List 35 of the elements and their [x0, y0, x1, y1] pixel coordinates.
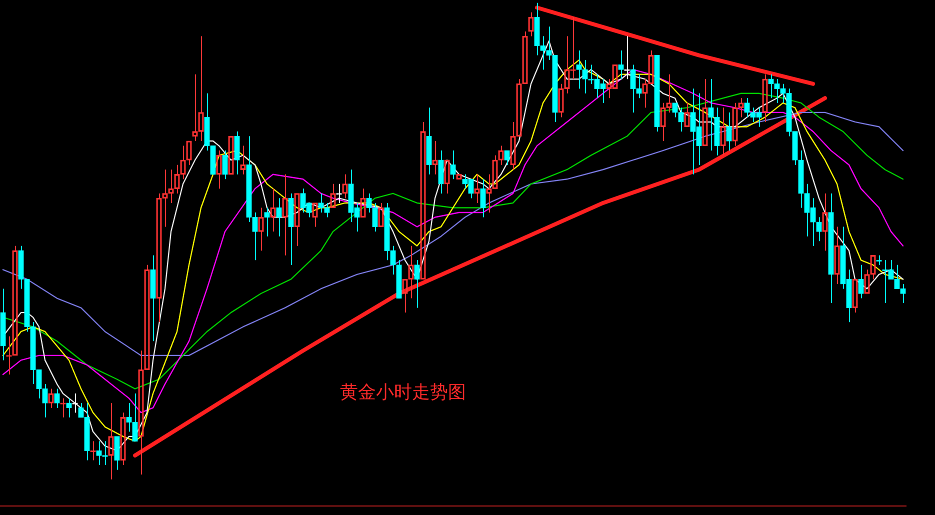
candlestick	[288, 192, 294, 266]
candlestick	[336, 183, 342, 204]
candlestick	[798, 150, 804, 208]
candlestick	[150, 254, 156, 342]
candlestick	[618, 50, 624, 80]
candlestick	[792, 131, 798, 166]
candlestick	[102, 440, 108, 466]
candlestick	[726, 112, 732, 152]
candlestick	[828, 192, 834, 304]
candlestick	[504, 150, 510, 166]
annotation: 黄金小时走势图	[340, 381, 466, 404]
candlestick	[678, 107, 684, 132]
candlestick	[426, 107, 432, 175]
candlestick	[396, 260, 402, 299]
candlestick	[6, 336, 12, 375]
candlestick	[222, 150, 228, 180]
candlestick	[450, 150, 456, 180]
candlestick	[624, 36, 630, 80]
candlestick	[480, 178, 486, 218]
candlestick	[54, 388, 60, 408]
candlestick	[744, 98, 750, 118]
candlestick	[582, 60, 588, 94]
candlestick	[0, 288, 6, 361]
candlestick	[576, 50, 582, 90]
candlestick	[264, 207, 270, 237]
candlestick	[96, 440, 102, 466]
candlestick	[414, 260, 420, 308]
candlestick	[672, 102, 678, 118]
candlestick	[858, 264, 864, 299]
candlestick	[66, 398, 72, 418]
candlestick	[654, 54, 660, 132]
candlestick	[276, 198, 282, 237]
candlestick	[438, 150, 444, 194]
candlestick	[234, 131, 240, 175]
candlestick	[816, 216, 822, 242]
